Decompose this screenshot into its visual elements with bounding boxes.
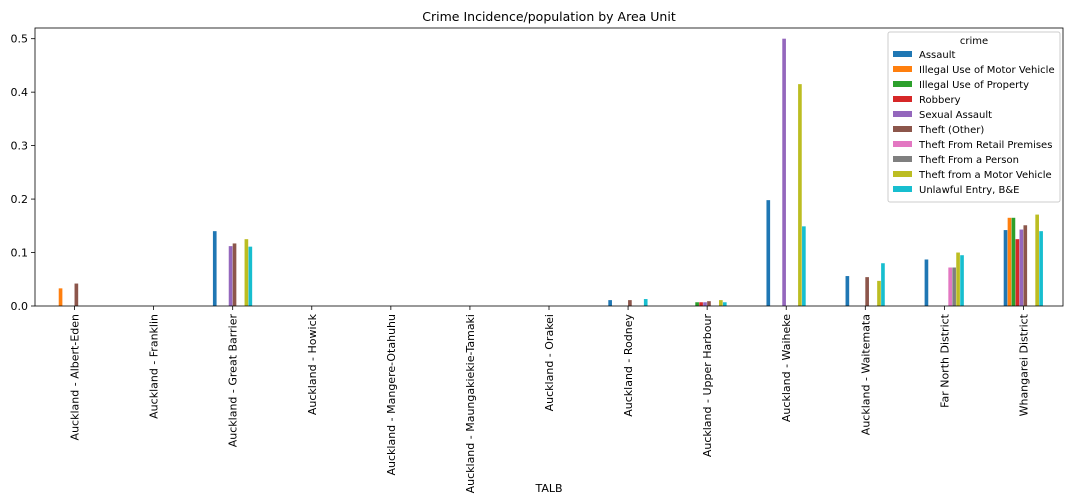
legend-swatch <box>893 81 912 87</box>
bar-theft-from-a-motor-vehicle-12 <box>1035 214 1039 306</box>
bar-illegal-use-of-property-12 <box>1011 217 1016 306</box>
bar-assault-10 <box>845 276 850 306</box>
legend-swatch <box>893 171 912 177</box>
bar-unlawful-entry-b-e-11 <box>960 255 964 306</box>
bar-sexual-assault-9 <box>782 38 786 306</box>
x-tick-label: Auckland - Upper Harbour <box>701 314 714 458</box>
y-tick-label: 0.0 <box>11 300 29 313</box>
legend-swatch <box>893 186 912 192</box>
legend-swatch <box>893 126 912 132</box>
plot-frame <box>34 27 1064 307</box>
legend-swatch <box>893 66 912 72</box>
legend-swatch <box>893 141 912 147</box>
bar-illegal-use-of-property-8 <box>695 302 699 306</box>
x-axis-label: TALB <box>534 482 562 495</box>
plot-area: 0.0 0.1 0.2 0.3 0.4 0.5 Auckland - Albert-Eden… <box>11 33 1043 493</box>
chart-title: Crime Incidence/population by Area Unit <box>422 9 676 24</box>
bar-theft-from-a-motor-vehicle-8 <box>719 300 723 306</box>
bar-sexual-assault-12 <box>1019 229 1024 306</box>
bar-theft-other--8 <box>707 301 711 306</box>
legend-label: Sexual Assault <box>919 110 992 121</box>
legend: crime Assault Illegal Use of Motor Vehicle… <box>887 31 1061 203</box>
bar-unlawful-entry-b-e-9 <box>802 226 806 306</box>
bar-unlawful-entry-b-e-2 <box>248 246 253 306</box>
bar-assault-2 <box>212 231 217 306</box>
legend-label: Theft from a Motor Vehicle <box>918 170 1052 181</box>
legend-label: Illegal Use of Motor Vehicle <box>919 65 1055 76</box>
bar-theft-from-a-motor-vehicle-2 <box>244 239 249 306</box>
x-tick-label: Auckland - Franklin <box>148 314 161 419</box>
bar-unlawful-entry-b-e-8 <box>722 302 727 306</box>
x-tick-label: Auckland - Waiheke <box>780 314 793 422</box>
x-tick-label: Auckland - Maungakiekie-Tamaki <box>464 314 477 493</box>
bar-illegal-use-of-motor-vehicle-12 <box>1007 217 1012 306</box>
bar-robbery-12 <box>1015 239 1020 306</box>
bar-robbery-8 <box>699 302 703 306</box>
bar-assault-12 <box>1003 230 1008 306</box>
y-tick-label: 0.4 <box>11 86 29 99</box>
bar-unlawful-entry-b-e-7 <box>643 299 648 306</box>
legend-label: Theft (Other) <box>918 125 984 136</box>
x-tick-label: Whangarei District <box>1017 313 1030 416</box>
y-tick-label: 0.5 <box>11 33 29 46</box>
x-tick-label: Auckland - Orakei <box>543 314 556 411</box>
bar-theft-other--0 <box>74 283 79 306</box>
bar-assault-7 <box>608 300 612 306</box>
legend-label: Assault <box>919 50 956 61</box>
bar-sexual-assault-8 <box>703 302 707 306</box>
bar-theft-from-a-motor-vehicle-9 <box>798 84 802 306</box>
legend-box <box>887 31 1061 203</box>
bar-theft-from-a-motor-vehicle-11 <box>956 252 960 306</box>
legend-label: Unlawful Entry, B&E <box>919 185 1020 196</box>
legend-swatch <box>893 156 912 162</box>
bar-assault-11 <box>924 259 929 306</box>
y-tick-label: 0.1 <box>11 247 29 260</box>
x-tick-label: Auckland - Waitemata <box>859 314 872 435</box>
bar-theft-other--7 <box>628 300 632 306</box>
bar-theft-other--12 <box>1023 225 1028 306</box>
legend-label: Robbery <box>919 95 961 106</box>
x-tick-label: Far North District <box>938 313 951 408</box>
x-tick-label: Auckland - Great Barrier <box>227 314 240 448</box>
legend-swatch <box>893 51 912 57</box>
bar-theft-from-retail-premises-11 <box>948 267 952 306</box>
bar-illegal-use-of-motor-vehicle-0 <box>58 288 63 306</box>
x-tick-label: Auckland - Rodney <box>622 314 635 417</box>
bar-theft-from-a-person-11 <box>952 267 956 306</box>
y-tick-label: 0.2 <box>11 193 29 206</box>
bar-theft-from-a-motor-vehicle-10 <box>877 280 881 306</box>
legend-label: Illegal Use of Property <box>919 80 1029 91</box>
bar-unlawful-entry-b-e-12 <box>1039 231 1043 306</box>
legend-swatch <box>893 111 912 117</box>
legend-label: Theft From Retail Premises <box>918 140 1052 151</box>
bar-theft-other--10 <box>865 277 869 306</box>
legend-title: crime <box>960 36 988 47</box>
bar-assault-9 <box>766 200 771 306</box>
bar-sexual-assault-2 <box>228 246 233 306</box>
bar-theft-other--2 <box>232 243 237 306</box>
x-tick-label: Auckland - Mangere-Otahuhu <box>385 314 398 476</box>
legend-label: Theft From a Person <box>918 155 1019 166</box>
x-tick-label: Auckland - Albert-Eden <box>69 314 82 440</box>
legend-swatch <box>893 96 912 102</box>
y-tick-label: 0.3 <box>11 140 29 153</box>
x-tick-label: Auckland - Howick <box>306 313 319 415</box>
bar-unlawful-entry-b-e-10 <box>881 263 885 306</box>
